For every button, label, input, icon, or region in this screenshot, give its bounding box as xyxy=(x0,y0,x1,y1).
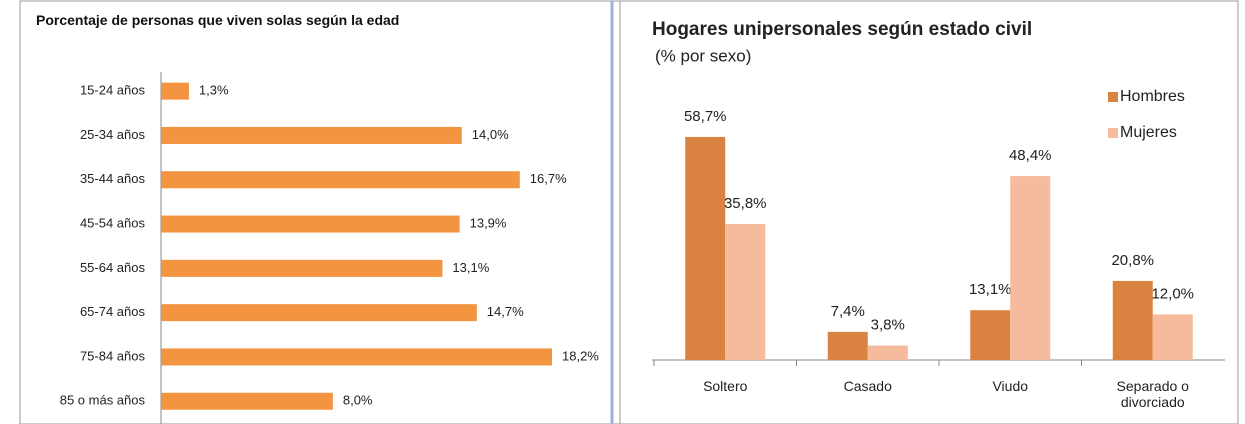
x-label-box: Casado xyxy=(843,378,892,394)
data-label: 13,1% xyxy=(969,281,1012,298)
chart-title: Hogares unipersonales según estado civil xyxy=(652,19,1032,40)
y-tick-label: 55-64 años xyxy=(80,260,146,275)
legend-label: Hombres xyxy=(1120,88,1185,105)
x-label-box: Soltero xyxy=(703,378,748,394)
x-label-box: Viudo xyxy=(992,378,1029,394)
x-tick-label: Soltero xyxy=(703,378,748,394)
title-box: Porcentaje de personas que viven solas s… xyxy=(36,12,400,28)
data-label: 1,3% xyxy=(199,83,229,98)
bar xyxy=(970,310,1011,360)
bar xyxy=(161,171,520,189)
bar xyxy=(827,331,868,360)
y-tick-label: 85 o más años xyxy=(60,393,146,408)
y-tick-label: 35-44 años xyxy=(80,171,146,186)
bar xyxy=(1010,176,1051,360)
y-tick-label: 25-34 años xyxy=(80,127,146,142)
y-tick-label: 75-84 años xyxy=(80,348,146,363)
bar xyxy=(161,348,552,366)
data-label: 18,2% xyxy=(562,348,599,363)
data-label: 14,7% xyxy=(487,304,524,319)
data-label: 13,1% xyxy=(452,260,489,275)
bar xyxy=(161,126,462,144)
bar xyxy=(685,136,726,360)
bar xyxy=(867,345,908,360)
data-label: 35,8% xyxy=(724,195,767,212)
data-label: 16,7% xyxy=(530,171,567,186)
bar xyxy=(161,304,477,322)
data-label: 12,0% xyxy=(1151,285,1194,302)
legend-label: Mujeres xyxy=(1120,124,1177,141)
x-tick-label: Separado o divorciado xyxy=(1116,378,1189,410)
legend-swatch xyxy=(1108,92,1118,102)
bar xyxy=(161,259,443,277)
x-tick-label: Casado xyxy=(843,378,892,394)
x-label-box: Separado o divorciado xyxy=(1116,378,1189,410)
y-tick-label: 45-54 años xyxy=(80,215,146,230)
bar xyxy=(161,215,460,233)
bar xyxy=(161,82,189,100)
data-label: 3,8% xyxy=(871,317,905,334)
y-tick-label: 15-24 años xyxy=(80,83,146,98)
data-label: 48,4% xyxy=(1009,147,1052,164)
legend-swatch xyxy=(1108,128,1118,138)
bar xyxy=(725,223,766,360)
data-label: 7,4% xyxy=(831,303,865,320)
chart-subtitle: (% por sexo) xyxy=(655,46,751,65)
frame xyxy=(19,0,1239,424)
bar xyxy=(161,392,333,410)
data-label: 20,8% xyxy=(1111,252,1154,269)
bar xyxy=(1112,280,1153,360)
data-label: 8,0% xyxy=(343,393,373,408)
data-label: 58,7% xyxy=(684,108,727,125)
x-tick-label: Viudo xyxy=(992,378,1029,394)
y-tick-label: 65-74 años xyxy=(80,304,146,319)
data-label: 13,9% xyxy=(470,215,507,230)
bar xyxy=(1152,314,1193,360)
data-label: 14,0% xyxy=(472,127,509,142)
chart-title: Porcentaje de personas que viven solas s… xyxy=(36,12,400,28)
